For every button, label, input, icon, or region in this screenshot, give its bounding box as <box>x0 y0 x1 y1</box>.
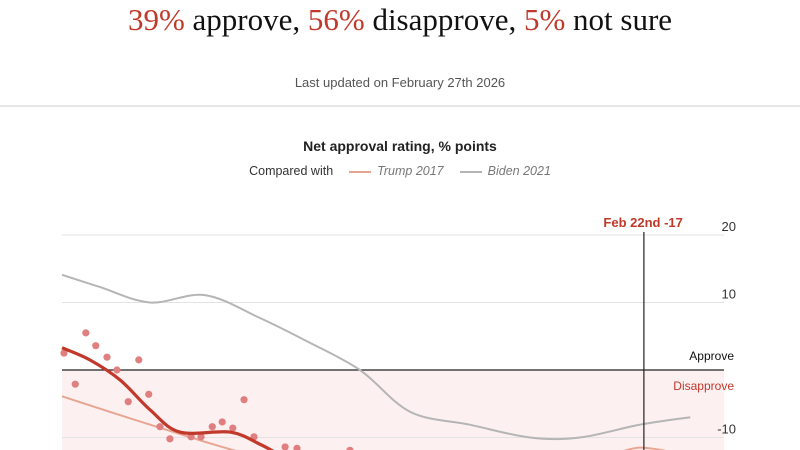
poll-dot <box>208 423 216 431</box>
poll-dot <box>60 349 68 357</box>
poll-dot <box>240 396 248 404</box>
poll-dot <box>82 329 90 337</box>
poll-dot <box>124 398 132 406</box>
poll-dot <box>103 353 111 361</box>
legend-swatch-trump <box>349 170 372 173</box>
y-tick-label: 10 <box>722 287 736 302</box>
poll-dot <box>218 418 226 426</box>
poll-dot <box>145 390 153 398</box>
disapprove-label: Disapprove <box>673 379 734 393</box>
trump-2017-line <box>623 446 667 450</box>
chart-title: Net approval rating, % points <box>303 138 497 154</box>
disapprove-label: disapprove, <box>364 2 524 37</box>
notsure-pct: 5% <box>523 2 566 37</box>
poll-dot <box>71 380 79 388</box>
legend-prefix: Compared with <box>249 164 334 178</box>
poll-dot <box>281 443 289 450</box>
trend-line <box>61 346 275 450</box>
poll-dot <box>346 446 354 450</box>
biden-2021-line <box>61 273 691 441</box>
poll-dot <box>293 444 301 450</box>
approve-label: approve, <box>184 2 308 37</box>
legend-biden[interactable]: Biden 2021 <box>487 164 551 178</box>
y-tick-label: 20 <box>722 219 736 234</box>
poll-dot <box>92 342 100 350</box>
poll-dot <box>156 423 164 431</box>
y-tick-label: -10 <box>717 422 736 437</box>
poll-dot <box>187 433 195 441</box>
poll-dot <box>166 435 174 443</box>
divider <box>0 105 800 107</box>
legend-swatch-biden <box>459 170 482 173</box>
approve-label: Approve <box>689 349 734 363</box>
legend: Compared with Trump 2017 Biden 2021 <box>0 164 800 178</box>
poll-dot <box>135 356 143 364</box>
poll-dot <box>197 433 205 441</box>
headline: 39% approve, 56% disapprove, 5% not sure <box>0 2 800 38</box>
legend-trump[interactable]: Trump 2017 <box>377 164 444 178</box>
poll-dot <box>113 366 121 374</box>
disapprove-pct: 56% <box>307 2 365 37</box>
approve-pct: 39% <box>127 2 185 37</box>
last-updated: Last updated on February 27th 2026 <box>294 75 506 90</box>
poll-dot <box>229 424 237 432</box>
notsure-label: not sure <box>565 2 673 37</box>
cursor-label: Feb 22nd -17 <box>603 215 682 230</box>
